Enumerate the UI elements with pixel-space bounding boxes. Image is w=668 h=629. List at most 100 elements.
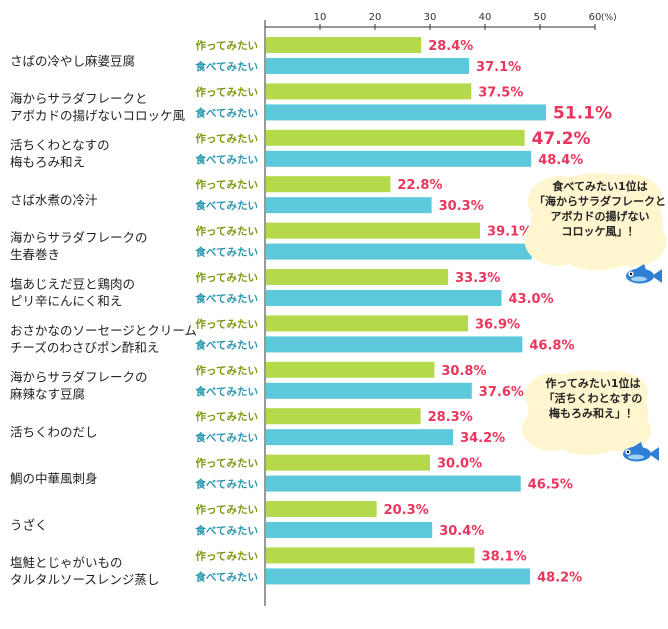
value-label: 30.4% (439, 524, 484, 539)
category-label: ピリ辛にんにく和え (10, 294, 122, 309)
fish-tail (652, 269, 662, 283)
value-label: 37.5% (478, 85, 523, 100)
value-label: 30.0% (437, 457, 482, 472)
fish-belly (631, 276, 647, 282)
value-label: 38.1% (482, 549, 527, 564)
bar (266, 176, 391, 193)
x-tick-label: 60 (589, 12, 602, 23)
series-label: 食べてみたい (194, 153, 258, 166)
value-label: 48.4% (538, 153, 583, 168)
callout-text: 作ってみたい1位は (545, 376, 640, 390)
value-label: 36.9% (475, 317, 520, 332)
value-label: 28.3% (428, 410, 473, 425)
series-label: 作ってみたい (196, 317, 258, 330)
value-label: 20.3% (384, 503, 429, 518)
bar (266, 290, 502, 306)
bar (266, 568, 531, 585)
x-tick-label: 10 (314, 12, 327, 23)
value-label: 51.1% (553, 103, 612, 123)
callout-bubble-eat (524, 172, 667, 271)
bubble-puff (557, 228, 637, 271)
value-label: 30.3% (439, 199, 484, 214)
bar (266, 104, 547, 121)
fish-pupil (626, 450, 630, 454)
fish-tail (649, 447, 659, 461)
value-label: 48.2% (537, 570, 582, 585)
bar (266, 429, 454, 446)
series-label: 食べてみたい (194, 338, 258, 351)
bar (266, 83, 472, 100)
bar (266, 58, 470, 74)
x-tick-label: 50 (534, 12, 547, 23)
category-label: うざく (10, 518, 48, 533)
category-label: さばの冷やし麻婆豆腐 (10, 54, 135, 69)
value-label: 34.2% (460, 431, 505, 446)
bar (266, 336, 523, 353)
bar (266, 315, 468, 332)
series-label: 作ってみたい (196, 364, 258, 377)
bubble-puff (557, 172, 637, 212)
series-label: 食べてみたい (194, 292, 258, 305)
fish-icon (626, 264, 662, 284)
series-label: 食べてみたい (194, 431, 258, 444)
callout-text: 「海からサラダフレークと (534, 194, 666, 208)
series-label: 作ってみたい (196, 503, 258, 516)
series-label: 食べてみたい (194, 106, 258, 119)
category-label: 塩あじえだ豆と鶏肉の (10, 277, 135, 292)
bar (266, 501, 377, 517)
series-label: 作ってみたい (196, 271, 258, 284)
bar (266, 361, 435, 378)
series-label: 作ってみたい (196, 410, 258, 423)
category-label: 活ちくわのだし (10, 425, 98, 440)
bar (266, 222, 481, 239)
bubble-puff (552, 419, 624, 455)
callout-text: 「活ちくわとなすの (544, 391, 643, 405)
bar (266, 522, 433, 538)
bar (266, 197, 432, 214)
callout-bubble-make (522, 370, 651, 455)
category-label: さば水煮の冷汁 (10, 193, 98, 208)
series-label: 作ってみたい (196, 549, 258, 562)
value-label: 47.2% (532, 129, 591, 149)
bar (266, 547, 475, 564)
bar (266, 382, 472, 399)
bar (266, 37, 422, 53)
value-label: 37.6% (479, 385, 524, 400)
callout-text: 食べてみたい1位は (552, 179, 647, 193)
unit-label: (%) (601, 13, 617, 23)
series-label: 作ってみたい (196, 132, 258, 145)
category-label: タルタルソースレンジ蒸し (10, 572, 159, 587)
fish-fin (633, 442, 643, 448)
x-tick-label: 40 (479, 12, 492, 23)
bubble-puff (552, 370, 624, 404)
series-label: 作ってみたい (196, 85, 258, 98)
callout-text: コロッケ風」！ (562, 225, 639, 238)
value-label: 43.0% (509, 292, 554, 307)
value-label: 33.3% (455, 271, 500, 286)
category-label: 生春巻き (10, 247, 60, 262)
category-label: 海からサラダフレークの (10, 369, 148, 384)
fish-pupil (629, 272, 633, 276)
series-label: 食べてみたい (194, 524, 258, 537)
x-tick-label: 30 (424, 12, 437, 23)
category-label: 麻辣なす豆腐 (10, 386, 85, 401)
value-label: 46.5% (528, 478, 573, 493)
series-label: 食べてみたい (194, 570, 258, 583)
value-label: 30.8% (441, 364, 486, 379)
fish-icon (623, 442, 659, 462)
fish-belly (628, 454, 644, 460)
fish-fin (636, 264, 646, 270)
category-label: 塩鮭とじゃがいもの (10, 555, 123, 570)
series-label: 作ってみたい (196, 225, 258, 238)
category-label: 海からサラダフレークの (10, 230, 148, 245)
series-label: 食べてみたい (194, 385, 258, 398)
bar (266, 243, 532, 260)
bar (266, 269, 449, 285)
category-label: チーズのわさびポン酢和え (10, 340, 159, 355)
category-label: 活ちくわとなすの (10, 137, 110, 152)
bar (266, 475, 521, 492)
value-label: 46.8% (529, 338, 574, 353)
category-label: 梅もろみ和え (10, 154, 85, 169)
